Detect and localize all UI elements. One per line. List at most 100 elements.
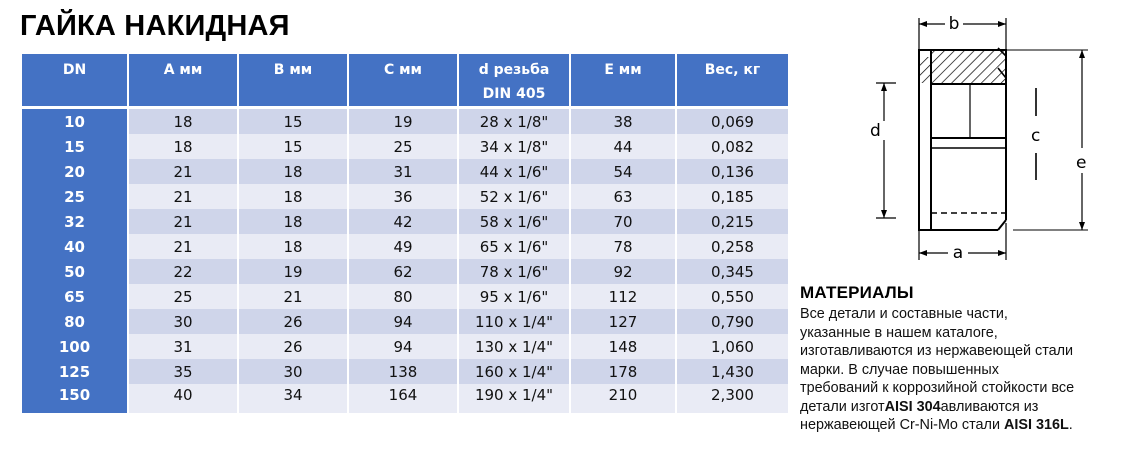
cell-dn: 50 <box>22 259 129 284</box>
cell-thread: 190 x 1/4" <box>459 384 571 413</box>
table-row: 20 21 18 31 44 x 1/6" 54 0,136 <box>22 159 788 184</box>
table-row: 25 21 18 36 52 x 1/6" 63 0,185 <box>22 184 788 209</box>
materials-line: авливаются из <box>940 398 1039 415</box>
cell-e: 92 <box>571 259 677 284</box>
cell-a: 18 <box>129 109 239 134</box>
col-header-e: E мм <box>571 54 677 109</box>
cell-dn: 40 <box>22 234 129 259</box>
cell-thread: 52 x 1/6" <box>459 184 571 209</box>
cell-a: 21 <box>129 234 239 259</box>
nut-body <box>918 47 1007 231</box>
cell-e: 127 <box>571 309 677 334</box>
cell-weight: 0,069 <box>677 109 788 134</box>
label-a: a <box>953 243 963 263</box>
cell-thread: 44 x 1/6" <box>459 159 571 184</box>
dimension-b: b <box>918 14 1007 50</box>
dimension-e: e <box>998 49 1088 231</box>
table-row: 10 18 15 19 28 x 1/8" 38 0,069 <box>22 109 788 134</box>
materials-section: МАТЕРИАЛЫ Все детали и составные части, … <box>800 283 1132 435</box>
cell-b: 18 <box>239 184 349 209</box>
cell-b: 30 <box>239 359 349 384</box>
cell-c: 49 <box>349 234 459 259</box>
cell-e: 112 <box>571 284 677 309</box>
cell-b: 21 <box>239 284 349 309</box>
cell-a: 30 <box>129 309 239 334</box>
cell-b: 15 <box>239 134 349 159</box>
material-grade-316l: AISI 316L <box>1004 417 1069 433</box>
cell-weight: 2,300 <box>677 384 788 413</box>
cell-weight: 0,345 <box>677 259 788 284</box>
cell-c: 138 <box>349 359 459 384</box>
cell-weight: 0,082 <box>677 134 788 159</box>
table-row: 80 30 26 94 110 x 1/4" 127 0,790 <box>22 309 788 334</box>
cell-weight: 0,790 <box>677 309 788 334</box>
table-header-row: DN A мм B мм C мм d резьба DIN 405 E мм … <box>22 54 788 109</box>
table-row: 65 25 21 80 95 x 1/6" 112 0,550 <box>22 284 788 309</box>
table-row: 32 21 18 42 58 x 1/6" 70 0,215 <box>22 209 788 234</box>
cell-weight: 0,215 <box>677 209 788 234</box>
cell-e: 70 <box>571 209 677 234</box>
materials-heading: МАТЕРИАЛЫ <box>800 283 914 302</box>
table-row: 50 22 19 62 78 x 1/6" 92 0,345 <box>22 259 788 284</box>
cell-dn: 100 <box>22 334 129 359</box>
cell-a: 21 <box>129 184 239 209</box>
cell-c: 42 <box>349 209 459 234</box>
materials-line: требований к коррозийной стойкости все <box>800 380 1075 396</box>
cell-weight: 0,258 <box>677 234 788 259</box>
cell-thread: 34 x 1/8" <box>459 134 571 159</box>
materials-line: указанные в нашем каталоге, <box>800 324 998 341</box>
spec-table: DN A мм B мм C мм d резьба DIN 405 E мм … <box>22 54 788 413</box>
table-row: 150 40 34 164 190 x 1/4" 210 2,300 <box>22 384 788 413</box>
cell-weight: 0,550 <box>677 284 788 309</box>
materials-line: изготавливаются из нержавеющей стали <box>800 343 1074 359</box>
cell-b: 26 <box>239 309 349 334</box>
materials-line: Все детали и составные части, <box>800 306 1008 322</box>
cell-c: 94 <box>349 334 459 359</box>
cell-a: 21 <box>129 159 239 184</box>
cell-c: 36 <box>349 184 459 209</box>
cell-dn: 80 <box>22 309 129 334</box>
materials-line: детали изгот <box>800 398 885 415</box>
materials-line: нержавеющей Cr-Ni-Mo стали <box>800 417 1004 433</box>
col-header-d-label: d резьба <box>478 62 550 78</box>
cell-b: 18 <box>239 209 349 234</box>
dimension-a: a <box>918 223 1007 263</box>
col-header-b: B мм <box>239 54 349 109</box>
cell-dn: 15 <box>22 134 129 159</box>
cell-dn: 65 <box>22 284 129 309</box>
cell-a: 18 <box>129 134 239 159</box>
cell-dn: 10 <box>22 109 129 134</box>
page-title: ГАЙКА НАКИДНАЯ <box>20 10 290 42</box>
col-header-weight: Вес, кг <box>677 54 788 109</box>
cell-c: 62 <box>349 259 459 284</box>
cell-thread: 28 x 1/8" <box>459 109 571 134</box>
cell-weight: 0,185 <box>677 184 788 209</box>
table-row: 125 35 30 138 160 x 1/4" 178 1,430 <box>22 359 788 384</box>
cell-e: 54 <box>571 159 677 184</box>
cell-e: 178 <box>571 359 677 384</box>
cell-a: 21 <box>129 209 239 234</box>
cell-dn: 125 <box>22 359 129 384</box>
materials-line: марки. В случае повышенных <box>800 361 999 378</box>
cell-thread: 95 x 1/6" <box>459 284 571 309</box>
cell-c: 80 <box>349 284 459 309</box>
cell-c: 31 <box>349 159 459 184</box>
cell-b: 26 <box>239 334 349 359</box>
cell-b: 18 <box>239 159 349 184</box>
table-row: 100 31 26 94 130 x 1/4" 148 1,060 <box>22 334 788 359</box>
cell-a: 35 <box>129 359 239 384</box>
materials-line: . <box>1068 417 1073 433</box>
cell-e: 63 <box>571 184 677 209</box>
cell-thread: 65 x 1/6" <box>459 234 571 259</box>
dimension-c: c <box>1031 88 1040 180</box>
cell-thread: 58 x 1/6" <box>459 209 571 234</box>
cell-weight: 1,430 <box>677 359 788 384</box>
cell-weight: 1,060 <box>677 334 788 359</box>
cell-dn: 25 <box>22 184 129 209</box>
cell-e: 38 <box>571 109 677 134</box>
cell-c: 94 <box>349 309 459 334</box>
cell-c: 19 <box>349 109 459 134</box>
cell-b: 19 <box>239 259 349 284</box>
table-row: 40 21 18 49 65 x 1/6" 78 0,258 <box>22 234 788 259</box>
cell-a: 40 <box>129 384 239 413</box>
